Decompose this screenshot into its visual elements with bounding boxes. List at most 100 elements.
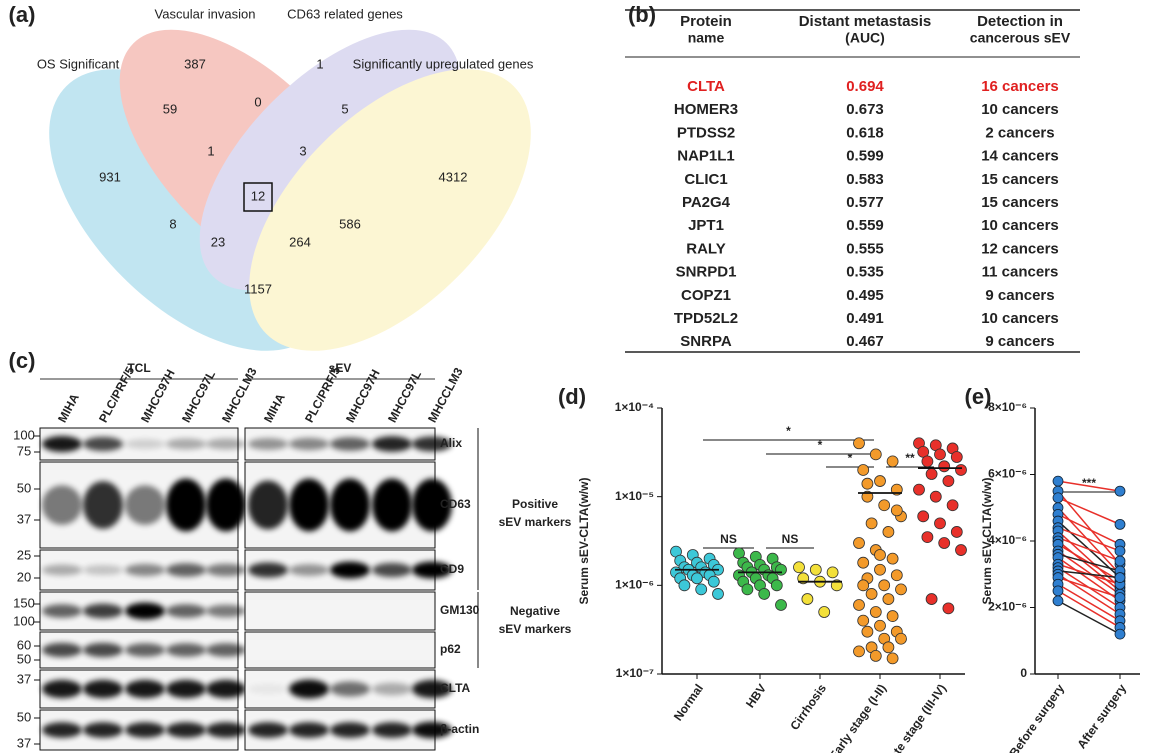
band <box>83 679 123 699</box>
point <box>857 464 870 476</box>
point <box>921 531 934 543</box>
point <box>857 614 870 627</box>
band <box>125 563 165 577</box>
region-count: 1 <box>316 56 323 71</box>
point <box>830 579 843 592</box>
point <box>1052 585 1064 597</box>
table-cell: SNRPA <box>680 333 732 350</box>
pair-line <box>1057 536 1121 562</box>
band <box>372 562 412 578</box>
point <box>818 606 831 618</box>
point <box>1052 492 1064 504</box>
point <box>775 599 787 611</box>
set-label: OS Significant <box>37 56 120 71</box>
point <box>861 477 874 490</box>
class-label: sEV markers <box>499 622 572 636</box>
band <box>412 436 452 452</box>
point <box>886 610 899 622</box>
point <box>938 537 951 549</box>
point <box>801 593 814 605</box>
point <box>929 490 942 503</box>
band <box>125 485 165 525</box>
table-cell: CLIC1 <box>684 171 727 188</box>
significance-label: *** <box>1082 476 1096 490</box>
table-cell: 0.694 <box>846 78 884 95</box>
point <box>857 579 870 592</box>
mw-label: 20 <box>17 569 31 584</box>
band <box>83 481 123 529</box>
band <box>125 643 165 657</box>
band <box>206 604 246 618</box>
x-tick-label: Normal <box>671 682 706 724</box>
point <box>853 437 865 450</box>
highlight-box <box>243 182 273 212</box>
significance-label: ** <box>905 451 915 465</box>
point <box>886 455 899 468</box>
table-cell: 15 cancers <box>981 194 1059 211</box>
point <box>857 556 870 569</box>
class-label: Negative <box>510 604 560 618</box>
band <box>206 563 246 577</box>
y-tick-label: 8×10⁻⁶ <box>988 400 1027 414</box>
blot-panel <box>244 591 436 631</box>
lane-label: MHCCLM3 <box>219 365 260 425</box>
point <box>869 650 882 662</box>
band <box>330 722 370 738</box>
y-tick-label: 1×10⁻⁴ <box>615 400 654 414</box>
band <box>42 604 82 618</box>
table-cell: 0.555 <box>846 240 884 257</box>
table-cell: 15 cancers <box>981 171 1059 188</box>
band <box>330 561 370 579</box>
x-tick-label: Cirrhosis <box>787 681 829 732</box>
point <box>882 593 895 605</box>
lane-label: MHCCLM3 <box>425 365 466 425</box>
point <box>793 561 805 574</box>
band <box>289 478 329 532</box>
region-count: 8 <box>169 216 176 231</box>
band <box>42 722 82 738</box>
point <box>1114 555 1126 567</box>
table-cell: RALY <box>686 240 725 257</box>
pair-line <box>1057 530 1121 589</box>
blot-panel <box>244 631 436 669</box>
point <box>913 483 925 496</box>
band <box>42 564 82 576</box>
lane-label: MIHA <box>55 391 82 425</box>
y-tick-label: 6×10⁻⁶ <box>988 467 1027 481</box>
point <box>955 464 967 476</box>
point <box>770 579 783 592</box>
point <box>946 499 959 512</box>
band <box>166 722 206 738</box>
pair-line <box>1057 553 1121 572</box>
region-count: 1157 <box>244 281 272 296</box>
band <box>125 679 165 699</box>
x-tick-label: After surgery <box>1074 681 1129 751</box>
point <box>1114 485 1126 497</box>
table-cell: 2 cancers <box>985 124 1054 141</box>
point <box>950 451 963 463</box>
mw-label: 50 <box>17 651 31 666</box>
significance-label: * <box>786 424 791 438</box>
point <box>874 475 886 487</box>
band <box>206 722 246 738</box>
point <box>741 583 754 596</box>
label: (e) <box>965 384 992 409</box>
point <box>853 537 865 549</box>
point <box>921 455 934 468</box>
band <box>166 679 206 699</box>
table-cell: JPT1 <box>688 217 724 234</box>
pair-line <box>1057 600 1121 635</box>
y-tick-label: 2×10⁻⁶ <box>988 600 1027 614</box>
label: (d) <box>558 384 586 409</box>
pair-line <box>1057 480 1121 492</box>
region-count: 0 <box>254 94 261 109</box>
y-tick-label: 1×10⁻⁵ <box>615 489 654 503</box>
y-axis-label: Serum sEV-CLTA(w/w) <box>980 478 994 605</box>
point <box>938 460 951 473</box>
table-cell: 0.577 <box>846 194 884 211</box>
mw-label: 100 <box>13 613 35 628</box>
column-header: Distant metastasis <box>799 13 932 30</box>
table-cell: 0.495 <box>846 287 884 304</box>
